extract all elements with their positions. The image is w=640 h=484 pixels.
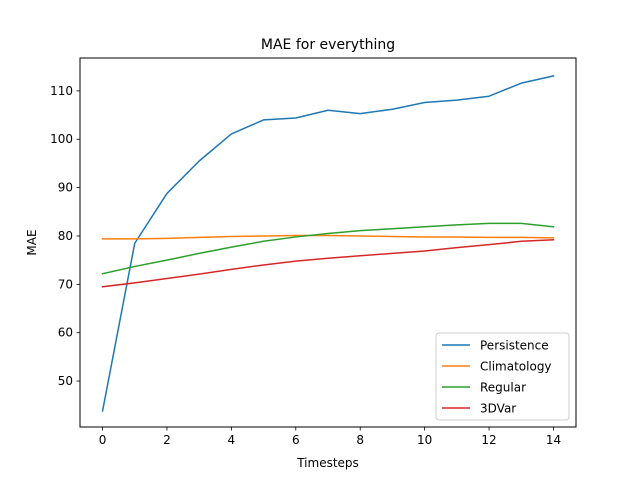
y-tick-label: 50 [58, 374, 73, 388]
legend-label-climatology: Climatology [480, 360, 552, 374]
x-axis-label: Timesteps [296, 456, 359, 470]
series-line-regular [101, 222, 555, 275]
y-axis-label: MAE [25, 229, 39, 255]
y-tick-label: 60 [58, 326, 73, 340]
x-tick-label: 8 [356, 433, 364, 447]
x-tick-label: 10 [417, 433, 432, 447]
plot-lines [101, 74, 555, 412]
series-line-3dvar [101, 239, 555, 288]
x-tick-label: 0 [99, 433, 107, 447]
y-axis-ticks: 50 60 70 80 90 100 110 [50, 84, 80, 388]
x-tick-label: 14 [546, 433, 561, 447]
plot-frame [79, 57, 577, 428]
legend-label-regular: Regular [480, 381, 526, 395]
x-tick-label: 2 [163, 433, 171, 447]
legend-label-persistence: Persistence [480, 339, 549, 353]
legend-label-3dvar: 3DVar [480, 402, 516, 416]
y-tick-label: 90 [58, 181, 73, 195]
x-tick-label: 12 [481, 433, 496, 447]
legend-items: Persistence Climatology Regular 3DVar [442, 339, 552, 416]
series-line-climatology [101, 234, 555, 240]
x-tick-label: 6 [292, 433, 300, 447]
x-axis-ticks: 0 2 4 6 8 10 12 14 [99, 427, 561, 447]
x-tick-label: 4 [228, 433, 236, 447]
legend-box [435, 332, 570, 421]
chart-title: MAE for everything [261, 37, 395, 53]
legend: Persistence Climatology Regular 3DVar [435, 332, 570, 421]
y-tick-label: 100 [50, 132, 73, 146]
series-line-persistence [101, 74, 555, 412]
y-tick-label: 70 [58, 277, 73, 291]
y-tick-label: 110 [50, 84, 73, 98]
y-tick-label: 80 [58, 229, 73, 243]
